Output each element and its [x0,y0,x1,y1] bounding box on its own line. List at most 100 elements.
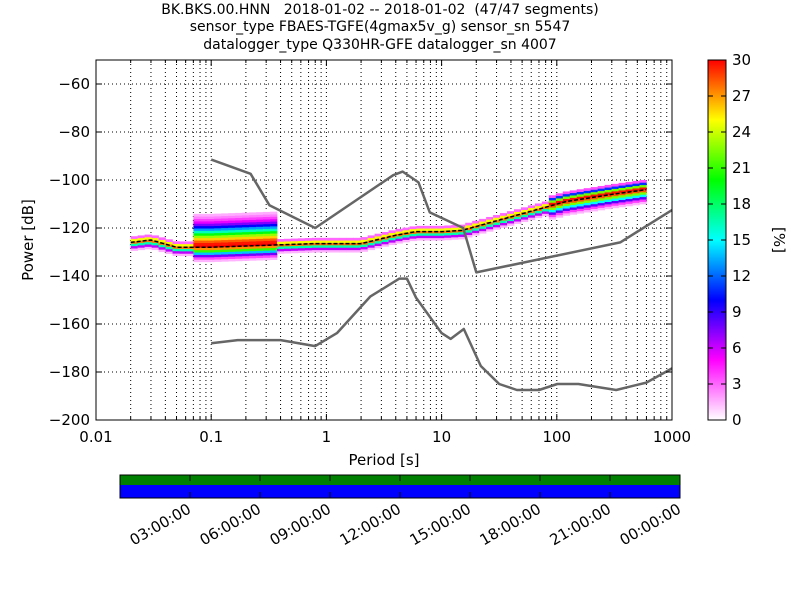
heatmap-cell [214,259,222,262]
heatmap-cell [263,216,271,220]
heatmap-cell [611,183,619,187]
x-tick-label: 0.01 [79,428,112,446]
heatmap-cell [256,214,264,218]
heatmap-cell [228,241,236,245]
heatmap-cell [569,190,578,194]
heatmap-cell [597,190,605,194]
heatmap-cell [318,249,327,253]
heatmap-cell [458,231,466,235]
heatmap-cell [172,253,180,256]
heatmap-cell [249,238,257,242]
heatmap-cell [458,236,466,240]
heatmap-cell [277,248,285,252]
heatmap-cell [304,247,313,251]
heatmap-cell [472,232,480,236]
heatmap-cell [311,249,320,253]
heatmap-cell [228,220,236,224]
heatmap-cell [256,231,264,235]
heatmap-cell [242,215,250,218]
heatmap-cell [604,196,612,200]
heatmap-cell [263,250,271,254]
x-tick-label: 0.1 [199,428,223,446]
heatmap-cell [221,244,229,248]
heatmap-cell [318,237,327,241]
heatmap-cell [611,193,619,197]
heatmap-cell [263,233,271,237]
heatmap-cell [625,193,633,197]
heatmap-cell [597,200,605,204]
y-tick-label: −180 [49,363,90,381]
heatmap-cell [346,249,355,253]
heatmap-cell [297,240,306,244]
heatmap-cell [200,216,208,219]
heatmap-cell [221,215,229,219]
heatmap-cell [297,238,306,242]
heatmap-cell [423,230,431,234]
heatmap-cell [430,235,438,239]
heatmap-cell [193,254,201,258]
heatmap-cell [402,239,410,243]
heatmap-cell [590,196,598,200]
heatmap-cell [388,232,396,236]
heatmap-cell [263,255,271,258]
heatmap-cell [221,218,229,221]
heatmap-cell [249,234,257,237]
heatmap-cell [277,251,285,254]
heatmap-cell [270,226,278,229]
heatmap-cell [500,217,508,221]
heatmap-cell [569,195,578,198]
heatmap-cell [548,202,557,206]
heatmap-cell [130,243,138,247]
heatmap-cell [186,253,194,257]
x-axis-label: Period [s] [348,451,419,469]
heatmap-cell [256,248,264,251]
heatmap-cell [339,237,348,241]
heatmap-cell [632,200,640,203]
heatmap-cell [548,212,557,215]
ppsd-mode-line [130,188,647,248]
heatmap-cell [249,212,257,216]
heatmap-cell [507,213,515,217]
heatmap-cell [569,202,578,206]
heatmap-cell [144,239,152,243]
heatmap-cell [256,212,264,215]
heatmap-cell [214,220,222,224]
heatmap-cell [193,249,201,253]
heatmap-cell [555,198,564,201]
heatmap-cell [604,192,612,195]
heatmap-cell [562,208,571,211]
heatmap-cell [193,245,201,248]
heatmap-cell [625,186,633,190]
heatmap-cell [144,246,152,250]
heatmap-cell [527,207,536,211]
heatmap-cell [214,235,222,238]
heatmap-cell [360,246,368,250]
heatmap-cell [632,185,640,189]
heatmap-cell [249,246,257,249]
heatmap-cell [541,213,550,217]
heatmap-cell [242,239,250,242]
colorbar-label: [%] [770,227,788,253]
colorbar-tick-label: 27 [732,87,751,105]
heatmap-cell [263,226,271,230]
heatmap-cell [604,204,612,207]
heatmap-cell [569,211,578,215]
heatmap-cell [256,245,264,249]
y-axis-ticks: −200 −180 −160 −140 −120 −100 −80 −60 [49,75,672,429]
heatmap-cell [409,233,417,237]
heatmap-cell [193,216,201,219]
y-tick-label: −140 [49,267,90,285]
heatmap-cell [583,207,591,211]
heatmap-cell [562,191,571,195]
colorbar-tick-label: 18 [732,195,751,213]
heatmap-cell [395,228,403,232]
heatmap-cell [270,235,278,239]
heatmap-cell [583,197,591,201]
heatmap-cell [625,191,633,195]
heatmap-cell [590,189,598,193]
heatmap-cell [514,209,522,212]
heatmap-cell [451,237,459,240]
heatmap-cell [618,194,626,198]
heatmap-cell [256,216,264,220]
heatmap-cell [263,235,271,239]
